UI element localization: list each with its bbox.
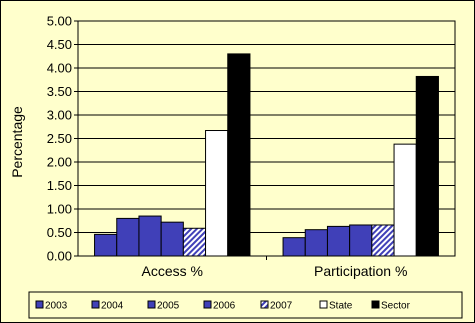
plot-area bbox=[77, 20, 456, 257]
legend-swatch bbox=[91, 300, 100, 309]
y-tick-label: 2.00 bbox=[47, 155, 72, 170]
y-tick-label: 3.50 bbox=[47, 84, 72, 99]
bar-sector-1 bbox=[227, 53, 251, 257]
y-axis: 0.00 0.50 1.00 1.50 2.00 2.50 3.00 3.50 4.00 4.50… bbox=[47, 14, 78, 264]
y-tick-label: 5.00 bbox=[47, 14, 72, 29]
bar-sector-2 bbox=[415, 75, 439, 257]
bar-2003-2 bbox=[282, 237, 306, 257]
legend-box bbox=[28, 291, 463, 319]
y-tick-label: 1.00 bbox=[47, 202, 72, 217]
bar-state-1 bbox=[205, 130, 229, 257]
legend-label: 2005 bbox=[157, 301, 180, 312]
bar-2006-2 bbox=[349, 224, 373, 257]
legend-swatch bbox=[371, 300, 380, 309]
y-axis-title: Percentage bbox=[9, 106, 25, 178]
y-tick-label: 4.50 bbox=[47, 37, 72, 52]
y-tick-label: 4.00 bbox=[47, 61, 72, 76]
legend-swatch bbox=[260, 300, 269, 309]
legend: 2003 2004 2005 2006 2007 State Sector bbox=[28, 291, 463, 319]
legend-swatch bbox=[203, 300, 212, 309]
bar-2007-1 bbox=[182, 227, 207, 257]
bar-state-2 bbox=[393, 143, 417, 257]
bar-2004-2 bbox=[304, 229, 328, 257]
bar-2005-1 bbox=[138, 215, 162, 257]
bar-2007-2 bbox=[371, 224, 395, 257]
legend-swatch bbox=[319, 300, 328, 309]
legend-label: 2004 bbox=[101, 301, 124, 312]
legend-label: Sector bbox=[381, 301, 411, 312]
x-category-label: Access % bbox=[142, 263, 203, 279]
bar-2005-2 bbox=[326, 225, 351, 257]
legend-swatch bbox=[147, 300, 156, 309]
y-tick-label: 0.00 bbox=[47, 249, 72, 264]
bar-2003-1 bbox=[94, 233, 118, 257]
y-tick-label: 2.50 bbox=[47, 131, 72, 146]
legend-label: State bbox=[329, 301, 353, 312]
legend-label: 2007 bbox=[270, 301, 293, 312]
legend-label: 2003 bbox=[45, 301, 68, 312]
legend-label: 2006 bbox=[213, 301, 236, 312]
y-tick-label: 0.50 bbox=[47, 225, 72, 240]
legend-swatch bbox=[35, 300, 44, 309]
y-tick-label: 3.00 bbox=[47, 108, 72, 123]
bar-2004-1 bbox=[116, 217, 140, 257]
x-category-label: Participation % bbox=[314, 263, 407, 279]
y-tick-label: 1.50 bbox=[47, 178, 72, 193]
bar-2006-1 bbox=[160, 221, 184, 257]
x-axis: Access % Participation % bbox=[142, 256, 407, 279]
